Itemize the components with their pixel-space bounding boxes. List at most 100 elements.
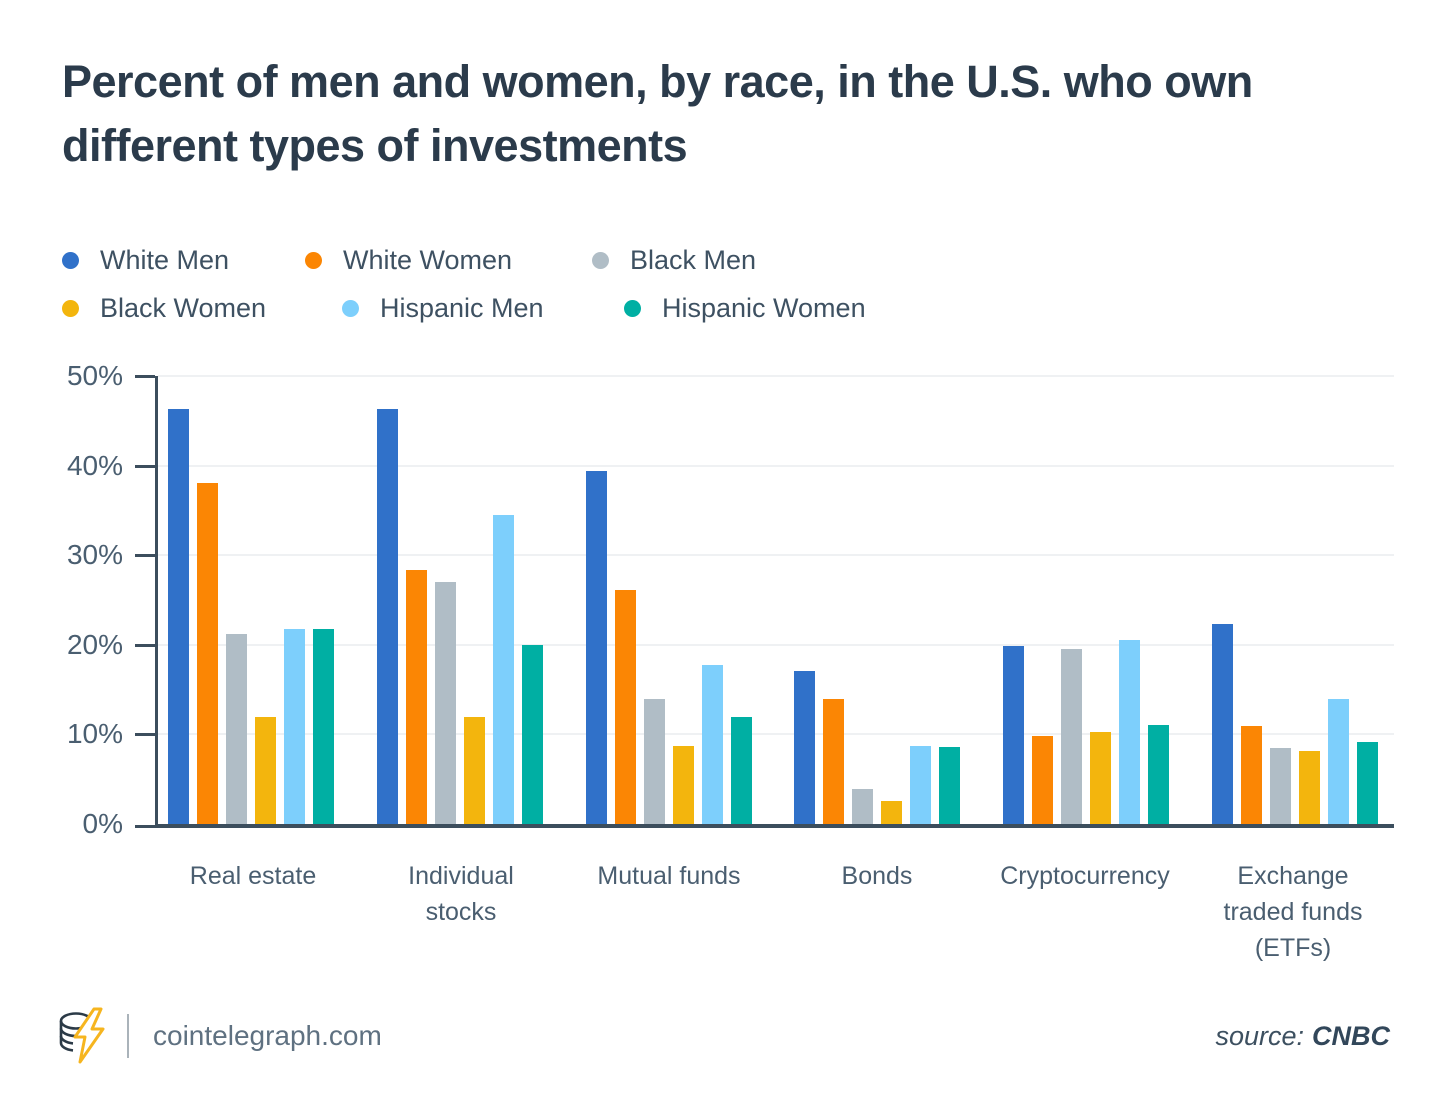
x-axis: Real estate Individual stocks Mutual funds… [158,858,1394,966]
y-axis-label: 50% [66,360,123,391]
bar-group-mutual-funds [585,376,752,824]
legend-item-hispanic-women: Hispanic Women [624,293,866,324]
x-axis-label-exchange-traded-funds-etfs: Exchange traded funds (ETFs) [1223,862,1363,962]
cointelegraph-logo-icon [59,1007,105,1064]
bar-hispanic-women-real-estate [313,628,334,824]
legend-label: Hispanic Women [662,292,866,323]
hispanic-men-swatch-icon [342,299,359,317]
bar-hispanic-men-real-estate [284,628,305,824]
bar-white-men-individual-stocks [376,409,398,824]
gridline-layer [135,375,1394,828]
bar-white-men-exchange-traded-funds-etfs [1211,624,1233,824]
legend-label: White Women [343,244,513,275]
bar-hispanic-men-exchange-traded-funds-etfs [1327,698,1349,824]
bar-black-men-cryptocurrency [1061,649,1083,824]
bar-black-men-exchange-traded-funds-etfs [1269,747,1291,824]
y-axis-tick [135,375,155,378]
y-axis-label: 20% [66,628,123,660]
bar-black-women-cryptocurrency [1090,731,1112,824]
bar-group-individual-stocks [376,376,543,824]
y-axis-tick [135,733,155,737]
bar-black-women-mutual-funds [672,746,694,824]
gridline [158,643,1394,646]
bar-group-cryptocurrency [1003,376,1170,824]
black-women-swatch-icon [62,299,79,317]
bar-hispanic-women-bonds [939,746,961,824]
bar-white-men-real-estate [168,409,189,824]
bar-white-women-exchange-traded-funds-etfs [1240,726,1262,824]
bar-black-men-real-estate [226,634,247,824]
y-axis: 0% 10% 20% 30% 40% 50% [28,361,123,839]
legend-item-white-women: White Women [305,245,592,276]
gridline [158,375,1394,377]
legend-item-hispanic-men: Hispanic Men [342,293,624,324]
footer-divider [127,1014,129,1058]
y-axis-label: 10% [66,718,123,750]
gridline [158,464,1394,467]
legend-label: Hispanic Men [380,292,544,323]
legend-label: Black Women [100,292,267,323]
bar-white-women-individual-stocks [405,569,427,824]
legend-row-1: White Men White Women Black Men [62,236,866,284]
legend-item-white-men: White Men [62,245,305,276]
white-women-swatch-icon [305,251,322,269]
bar-hispanic-women-individual-stocks [521,644,543,824]
y-axis-label: 30% [66,539,123,571]
chart-title: Percent of men and women, by race, in th… [62,56,1253,171]
y-axis-tick [135,643,155,647]
bar-black-women-exchange-traded-funds-etfs [1298,751,1320,824]
y-axis-label: 0% [82,808,123,839]
y-axis-label: 40% [66,449,123,481]
bar-black-men-mutual-funds [643,698,665,824]
bar-hispanic-men-cryptocurrency [1119,640,1141,824]
bar-white-women-mutual-funds [614,590,636,824]
y-axis-tick [135,464,155,468]
source-label: source: [1215,1020,1304,1051]
site-name: cointelegraph.com [153,1020,382,1051]
bar-group-exchange-traded-funds-etfs [1211,376,1378,824]
legend: White Men White Women Black Men Black Wome… [62,236,866,332]
bar-hispanic-men-bonds [910,746,932,824]
legend-label: White Men [100,244,230,275]
x-axis-label-individual-stocks: Individual stocks [408,862,514,926]
bar-groups [158,376,1394,824]
y-axis-tick [135,825,155,828]
bar-hispanic-women-mutual-funds [730,717,752,824]
x-axis-label-mutual-funds: Mutual funds [597,862,741,890]
legend-item-black-women: Black Women [62,293,342,324]
lightning-bolt-icon [73,1007,105,1064]
bar-white-women-cryptocurrency [1032,736,1054,824]
bar-white-women-bonds [823,698,845,824]
bar-black-women-real-estate [255,717,276,824]
bar-hispanic-men-mutual-funds [701,665,723,824]
y-axis-tick [135,554,155,558]
bar-white-men-mutual-funds [585,470,607,824]
white-men-swatch-icon [62,251,79,269]
hispanic-women-swatch-icon [624,299,641,317]
black-men-swatch-icon [592,251,609,269]
bar-white-women-real-estate [197,482,218,824]
gridline [158,554,1394,557]
bar-black-women-individual-stocks [463,717,485,824]
bar-white-men-bonds [794,670,816,824]
legend-label: Black Men [630,244,757,275]
source: source: CNBC [1215,1021,1390,1052]
bar-black-women-bonds [881,800,903,824]
gridline [158,733,1394,736]
legend-row-2: Black Women Hispanic Men Hispanic Women [62,284,866,332]
bar-black-men-bonds [852,789,874,824]
bar-hispanic-men-individual-stocks [492,514,514,824]
x-axis-label-cryptocurrency: Cryptocurrency [1000,862,1170,890]
bar-black-men-individual-stocks [434,582,456,824]
footer: cointelegraph.com source: CNBC [55,1005,1390,1067]
plot-area [135,375,1394,828]
bar-white-men-cryptocurrency [1003,645,1025,824]
legend-item-black-men: Black Men [592,245,756,276]
x-axis-label-real-estate: Real estate [189,862,317,890]
bar-group-bonds [794,376,961,824]
x-axis-label-bonds: Bonds [841,862,913,890]
bar-hispanic-women-exchange-traded-funds-etfs [1356,741,1378,824]
source-value: CNBC [1312,1020,1390,1051]
bar-hispanic-women-cryptocurrency [1148,725,1170,824]
